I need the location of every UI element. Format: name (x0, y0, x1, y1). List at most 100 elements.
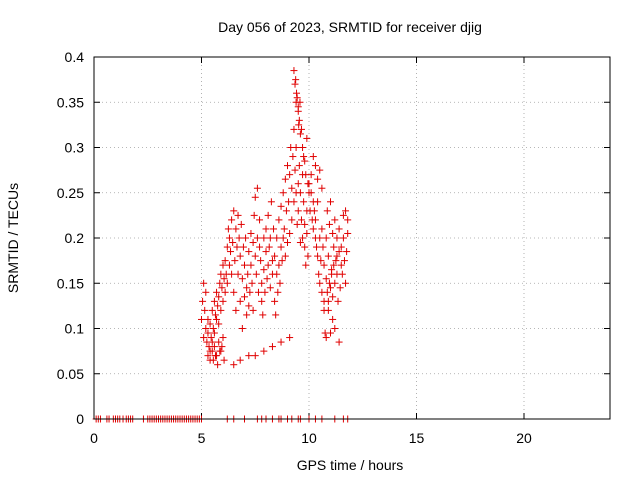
data-point (330, 243, 338, 251)
data-point (331, 216, 339, 224)
data-point (260, 234, 268, 242)
data-point (238, 275, 246, 283)
data-point (231, 257, 239, 265)
data-point (232, 225, 240, 233)
data-point (316, 166, 324, 174)
chart-title: Day 056 of 2023, SRMTID for receiver dji… (218, 19, 482, 35)
data-point (323, 207, 331, 215)
data-point (320, 297, 328, 305)
data-point (199, 297, 207, 305)
data-point (311, 162, 319, 170)
data-point (274, 288, 282, 296)
data-point (294, 207, 302, 215)
data-point (230, 207, 238, 215)
data-point (339, 211, 347, 219)
y-tick-label: 0.1 (65, 321, 85, 337)
data-point (208, 306, 216, 314)
data-point (296, 189, 304, 197)
data-point (245, 352, 253, 360)
data-point (207, 334, 215, 342)
data-point (243, 311, 251, 319)
data-point (239, 243, 247, 251)
data-point (273, 234, 281, 242)
data-point (303, 134, 311, 142)
data-point (221, 288, 229, 296)
y-tick-label: 0.15 (57, 275, 84, 291)
data-point (333, 252, 341, 260)
data-point (251, 252, 259, 260)
data-points (92, 67, 352, 423)
data-point (210, 329, 218, 337)
data-point (268, 257, 276, 265)
x-tick-label: 10 (301, 430, 317, 446)
data-point (262, 248, 270, 256)
data-point (324, 252, 332, 260)
data-point (245, 302, 253, 310)
data-point (216, 347, 224, 355)
data-point (286, 229, 294, 237)
data-point (211, 352, 219, 360)
data-point (266, 234, 274, 242)
data-point (234, 270, 242, 278)
data-point (337, 261, 345, 269)
data-point (327, 198, 334, 206)
data-point (290, 198, 298, 206)
data-point (296, 98, 304, 106)
data-point (279, 189, 287, 197)
data-point (329, 293, 337, 301)
data-point (228, 216, 236, 224)
data-point (332, 257, 340, 265)
data-point (277, 243, 285, 251)
data-point (251, 352, 259, 360)
data-point (211, 311, 219, 319)
data-point (218, 343, 226, 351)
data-point (245, 248, 253, 256)
data-point (208, 347, 216, 355)
data-point (210, 297, 218, 305)
data-point (258, 297, 266, 305)
data-point (227, 248, 235, 256)
y-tick-label: 0.05 (57, 366, 84, 382)
data-point (271, 252, 279, 260)
data-point (266, 284, 274, 292)
data-point (247, 229, 255, 237)
data-point (279, 234, 287, 242)
data-point (219, 334, 227, 342)
data-point (243, 284, 251, 292)
data-point (257, 257, 265, 265)
data-point (234, 211, 242, 219)
data-point (295, 116, 303, 124)
data-point (272, 311, 280, 319)
x-tick-label: 20 (516, 430, 532, 446)
data-point (238, 325, 246, 332)
data-point (343, 248, 351, 256)
data-point (249, 306, 257, 314)
data-point (225, 234, 233, 242)
data-point (294, 180, 302, 188)
data-point (324, 306, 332, 314)
data-point (214, 361, 222, 369)
data-point (273, 270, 281, 278)
data-point (253, 184, 261, 192)
data-point (230, 361, 238, 369)
data-point (344, 216, 352, 224)
y-axis-label: SRMTID / TECUs (5, 183, 21, 293)
data-point (293, 89, 301, 97)
data-point (318, 225, 326, 233)
data-point (216, 279, 224, 287)
x-tick-label: 15 (409, 430, 425, 446)
data-point (206, 320, 214, 328)
data-point (264, 261, 272, 269)
data-point (304, 252, 312, 260)
data-point (297, 216, 305, 224)
data-point (329, 315, 337, 323)
data-point (258, 279, 266, 287)
data-point (325, 279, 333, 287)
data-point (268, 343, 276, 351)
data-point (313, 243, 321, 251)
data-point (251, 193, 259, 201)
data-point (215, 320, 223, 328)
data-point (302, 171, 310, 179)
y-tick-label: 0.35 (57, 94, 84, 110)
data-point (327, 284, 334, 292)
